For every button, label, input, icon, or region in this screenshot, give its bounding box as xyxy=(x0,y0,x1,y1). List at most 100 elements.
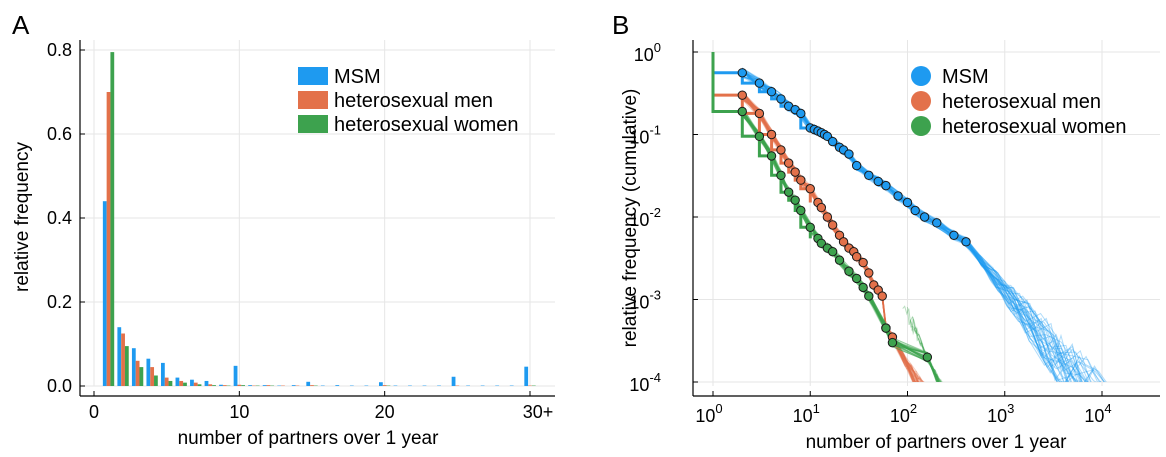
point-heterosexual-men xyxy=(877,291,887,301)
bar-heterosexual-men-1 xyxy=(106,92,111,386)
point-heterosexual-women xyxy=(776,170,786,181)
y-tick-label: 0.6 xyxy=(47,124,72,144)
bar-msm-8 xyxy=(204,380,209,386)
bar-msm-25 xyxy=(451,376,456,386)
bootstrap-line-heterosexual-men xyxy=(741,93,916,382)
bootstrap-line-heterosexual-women xyxy=(741,112,940,382)
bootstrap-line-heterosexual-women xyxy=(741,112,939,382)
bootstrap-line-heterosexual-women xyxy=(741,114,938,382)
bar-heterosexual-women-10 xyxy=(241,385,246,386)
bootstrap-line-heterosexual-men xyxy=(742,98,914,382)
point-msm xyxy=(910,205,920,216)
panel-a-y-axis-label: relative frequency xyxy=(12,142,33,292)
bootstrap-line-heterosexual-women xyxy=(741,114,940,382)
point-heterosexual-men xyxy=(796,175,806,185)
bar-msm-5 xyxy=(160,362,165,386)
point-msm xyxy=(932,218,942,228)
bar-heterosexual-men-2 xyxy=(121,333,125,386)
y-tick-label: 100 xyxy=(634,40,661,65)
point-msm xyxy=(949,230,959,241)
bootstrap-line-heterosexual-men xyxy=(741,94,917,382)
point-heterosexual-women xyxy=(805,222,815,233)
point-msm xyxy=(919,212,930,222)
bar-msm-17 xyxy=(335,385,340,386)
bar-heterosexual-women-4 xyxy=(154,375,158,386)
legend-label-heterosexual-men: heterosexual men xyxy=(942,91,1101,113)
legend-marker-msm xyxy=(911,66,931,86)
panel-a-y-ticks: 0.0 0.2 0.4 0.6 0.8 xyxy=(47,40,85,396)
bar-heterosexual-men-20 xyxy=(382,385,387,386)
bar-msm-2 xyxy=(117,327,122,386)
point-heterosexual-men xyxy=(754,108,765,119)
y-tick-label: 10-2 xyxy=(629,205,661,230)
legend-label-msm: MSM xyxy=(942,66,989,88)
bootstrap-line-heterosexual-men xyxy=(741,96,915,382)
x-tick-label: 103 xyxy=(987,401,1014,426)
legend-swatch-heterosexual-men xyxy=(298,91,328,109)
bar-heterosexual-women-3 xyxy=(139,367,144,386)
bootstrap-line-heterosexual-women xyxy=(741,115,939,382)
point-heterosexual-men xyxy=(776,145,786,155)
x-tick-label: 104 xyxy=(1084,401,1111,426)
point-heterosexual-women xyxy=(827,246,838,257)
bar-heterosexual-men-10 xyxy=(237,384,242,386)
point-heterosexual-men xyxy=(858,257,868,268)
point-msm xyxy=(961,237,971,247)
bar-msm-1 xyxy=(102,201,107,386)
bar-msm-3 xyxy=(131,348,136,386)
y-tick-label: 0.8 xyxy=(47,40,72,60)
point-msm xyxy=(873,176,883,187)
bootstrap-line-heterosexual-women xyxy=(741,111,941,382)
point-msm xyxy=(864,170,874,181)
point-heterosexual-men xyxy=(851,252,862,262)
legend-label-heterosexual-men: heterosexual men xyxy=(334,90,493,112)
bar-heterosexual-women-2 xyxy=(124,346,129,386)
bar-heterosexual-women-5 xyxy=(168,380,173,386)
legend-swatch-msm xyxy=(298,67,328,85)
x-tick-label: 101 xyxy=(793,401,820,426)
y-tick-label: 10-4 xyxy=(629,370,661,395)
point-heterosexual-women xyxy=(754,131,765,142)
panel-a-x-ticks: 0 10 20 30+ xyxy=(89,391,553,422)
bar-heterosexual-men-7 xyxy=(193,382,198,386)
x-tick-label: 102 xyxy=(890,401,917,426)
legend-marker-heterosexual-men xyxy=(911,91,931,111)
panel-a-bars xyxy=(102,52,536,386)
point-heterosexual-women xyxy=(844,266,854,276)
legend-label-heterosexual-women: heterosexual women xyxy=(334,114,519,136)
point-msm xyxy=(827,136,838,147)
point-heterosexual-women xyxy=(816,238,827,248)
bar-heterosexual-men-3 xyxy=(135,360,140,386)
x-tick-label: 10 xyxy=(229,402,249,422)
x-tick-label: 100 xyxy=(695,401,722,426)
point-heterosexual-men xyxy=(805,184,815,194)
bootstrap-line-heterosexual-men xyxy=(741,95,924,382)
panel-b-axes xyxy=(692,40,1160,397)
x-tick-label: 0 xyxy=(89,402,99,422)
point-heterosexual-men xyxy=(783,158,794,168)
bootstrap-line-heterosexual-men xyxy=(741,95,921,382)
bar-heterosexual-women-7 xyxy=(197,384,202,386)
bar-msm-10 xyxy=(233,365,238,386)
panel-b-x-ticks: 100 101 102 103 104 xyxy=(695,391,1112,426)
panel-b-x-axis-label: number of partners over 1 year xyxy=(806,432,1068,453)
bar-heterosexual-men-4 xyxy=(150,367,155,386)
point-heterosexual-men xyxy=(864,268,874,278)
panel-b: B 100 101 102 103 104 10-4 10-3 10-2 10-1 100 nu… xyxy=(612,10,1160,453)
point-heterosexual-women xyxy=(737,106,747,117)
bar-msm-14 xyxy=(291,385,296,386)
bar-msm-7 xyxy=(190,379,194,386)
point-msm xyxy=(851,160,862,171)
legend-label-heterosexual-women: heterosexual women xyxy=(942,116,1127,138)
point-msm xyxy=(893,191,903,201)
point-heterosexual-men xyxy=(838,237,849,247)
bar-msm-6 xyxy=(175,377,180,386)
bootstrap-line-heterosexual-women xyxy=(741,113,938,382)
point-heterosexual-men xyxy=(766,129,777,140)
legend-marker-heterosexual-women xyxy=(911,116,931,136)
point-heterosexual-men xyxy=(737,90,747,100)
y-tick-label: 0.4 xyxy=(47,208,72,228)
panel-a: A 0 10 20 30+ 0.0 0.2 0.4 0.6 0.8 number of par… xyxy=(12,10,555,449)
